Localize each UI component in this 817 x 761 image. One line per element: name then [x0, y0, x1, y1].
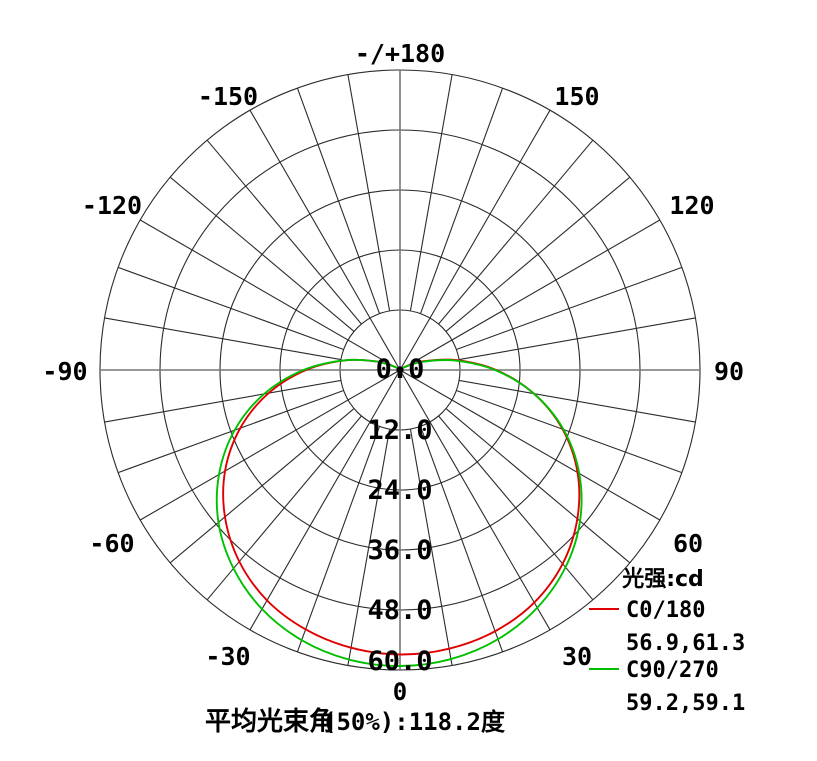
intensity-curves [215, 358, 583, 667]
grid-spoke [458, 317, 696, 361]
angle-label-minus120: -120 [82, 191, 142, 220]
legend-value-c90-270: 59.2,59.1 [626, 691, 745, 716]
grid-spoke [420, 87, 504, 314]
angle-label-minus30: -30 [205, 642, 250, 671]
grid-spoke [206, 139, 362, 325]
caption-label-cn: 平均光束角 [205, 706, 335, 737]
grid-spoke [456, 266, 683, 350]
grid-spoke [139, 369, 401, 521]
grid-spoke [347, 74, 391, 312]
angle-label-minus150: -150 [198, 82, 258, 111]
grid-spoke [438, 139, 594, 325]
angle-label-30: 30 [562, 642, 592, 671]
grid-spoke [445, 408, 631, 564]
legend-title: 光强:cd [621, 567, 704, 592]
angle-label-0: 0 [393, 678, 407, 706]
grid-spoke [206, 415, 362, 601]
grid-spoke [296, 87, 380, 314]
grid-spoke [399, 109, 551, 371]
radial-label-12: 12.0 [367, 415, 432, 446]
grid-spoke [296, 426, 380, 653]
grid-spoke [399, 219, 661, 371]
grid-spoke [347, 428, 391, 666]
legend-label-c0-180: C0/180 [626, 598, 705, 623]
grid-spoke [249, 369, 401, 631]
radial-label-48: 48.0 [367, 595, 432, 626]
angle-label-90: 90 [714, 357, 744, 386]
legend-label-c90-270: C90/270 [626, 658, 719, 683]
angle-label-minus60: -60 [89, 529, 134, 558]
angle-label-minus90: -90 [42, 357, 87, 386]
grid-spoke [104, 379, 342, 423]
grid-spoke [249, 109, 401, 371]
radial-label-36: 36.0 [367, 535, 432, 566]
radial-label-0: 0.0 [376, 354, 425, 385]
angle-label-150: 150 [554, 82, 599, 111]
grid-spoke [438, 415, 594, 601]
grid-spoke [409, 428, 453, 666]
grid-spoke [445, 176, 631, 332]
grid-spoke [139, 219, 401, 371]
grid-spoke [399, 369, 661, 521]
grid-spoke [399, 369, 551, 631]
grid-spoke [458, 379, 696, 423]
grid-spoke [420, 426, 504, 653]
radial-label-60: 60.0 [367, 646, 432, 677]
grid-spoke [117, 266, 344, 350]
grid-spoke [409, 74, 453, 312]
legend: 光强:cd C0/180 56.9,61.3 C90/270 59.2,59.1 [589, 567, 745, 716]
beam-angle-caption: 平均光束角 (50%):118.2度 [205, 706, 506, 737]
grid-spoke [169, 408, 355, 564]
grid-spoke [456, 390, 683, 474]
angle-label-180: -/+180 [355, 39, 445, 68]
origin-point [396, 366, 404, 374]
legend-value-c0-180: 56.9,61.3 [626, 631, 745, 656]
grid-spoke [104, 317, 342, 361]
angle-label-120: 120 [669, 191, 714, 220]
radial-label-24: 24.0 [367, 475, 432, 506]
curve-c90-270 [215, 358, 583, 667]
grid-spoke [117, 390, 344, 474]
caption-value: (50%):118.2度 [322, 708, 506, 736]
angle-label-60: 60 [673, 529, 703, 558]
angular-gridlines [104, 74, 696, 666]
grid-spoke [169, 176, 355, 332]
